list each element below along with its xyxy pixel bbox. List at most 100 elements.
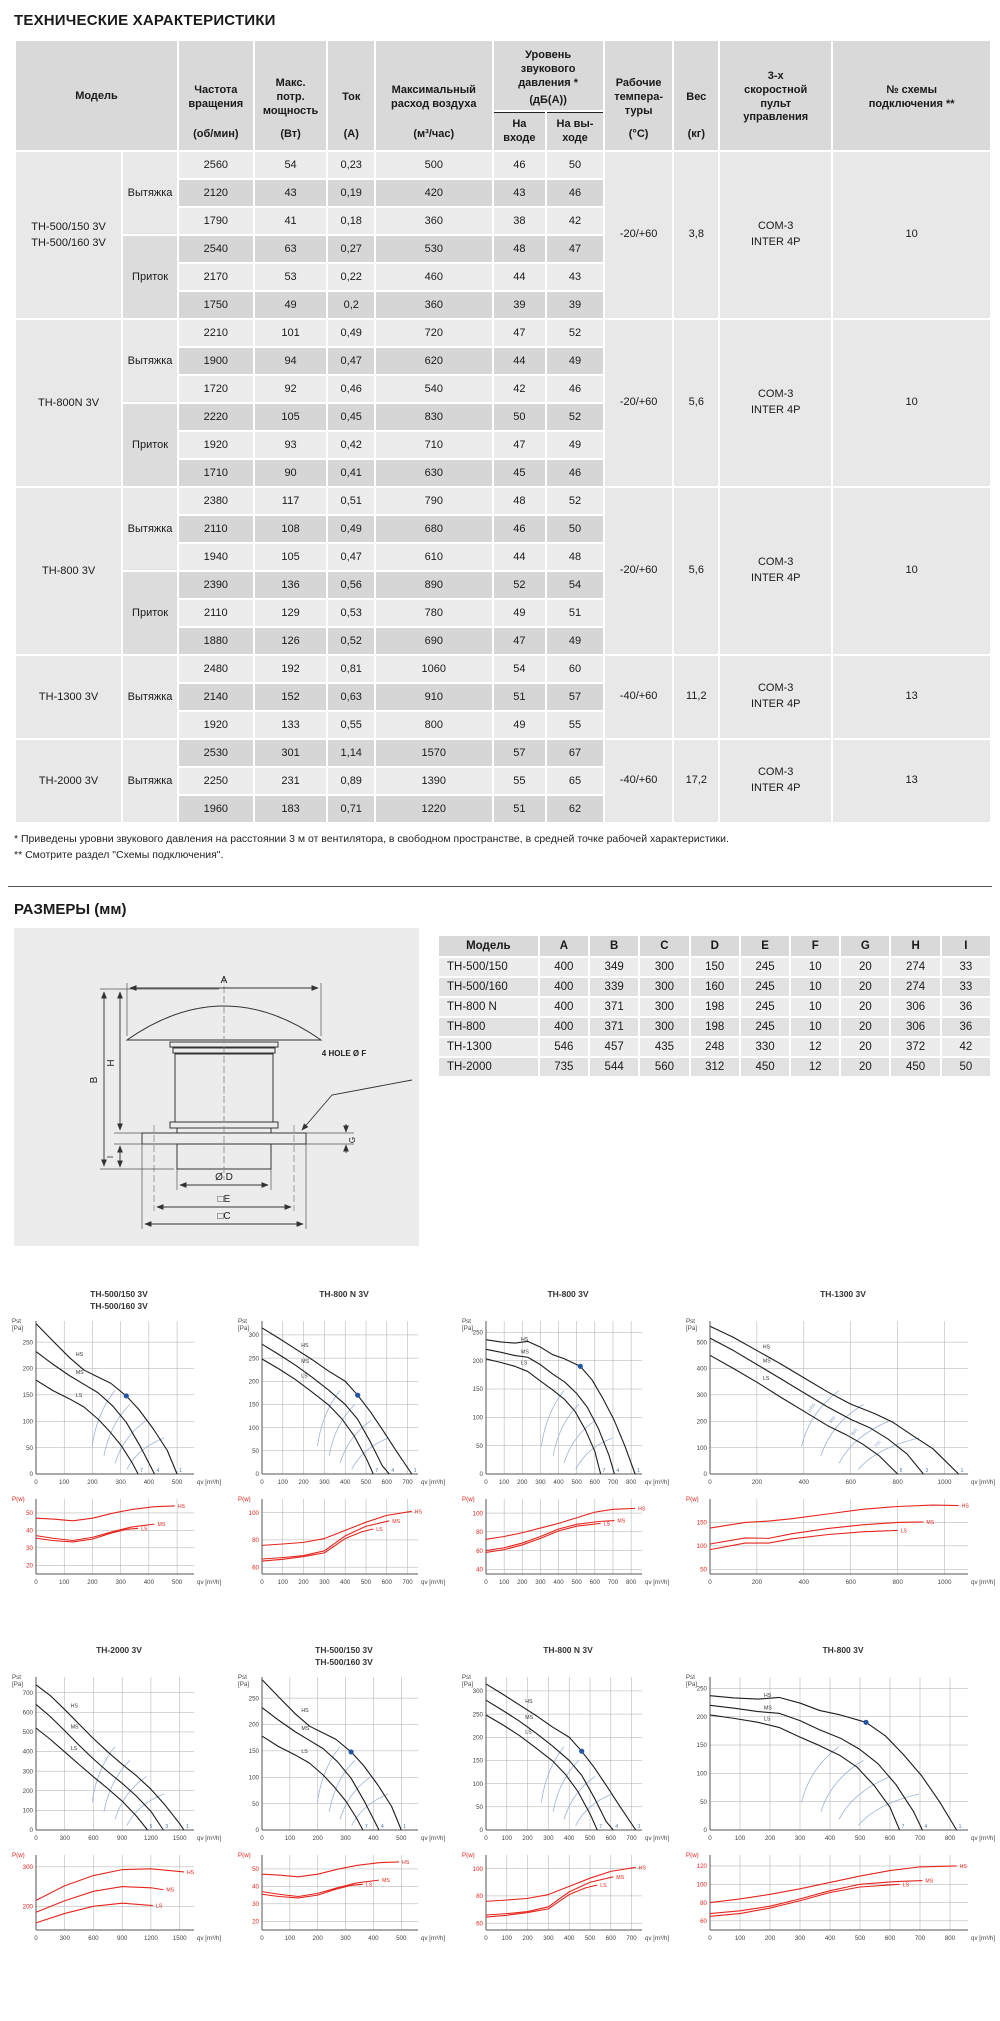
svg-text:4: 4 bbox=[381, 1824, 384, 1830]
spec-value-cell: 49 bbox=[493, 600, 546, 627]
svg-text:500: 500 bbox=[697, 1339, 708, 1346]
svg-text:0: 0 bbox=[484, 1835, 488, 1842]
svg-text:100: 100 bbox=[278, 1579, 289, 1586]
dims-row-item: TH-800 400 371 300 198 245 10 20 306 36 bbox=[439, 1017, 990, 1036]
col-header-power-unit: (Вт) bbox=[280, 128, 301, 141]
spec-value-cell: 52 bbox=[547, 320, 603, 347]
svg-text:qv [m³/h]: qv [m³/h] bbox=[197, 1579, 221, 1586]
svg-text:700: 700 bbox=[873, 1439, 882, 1448]
power-chart: 0 100 200 300 400 500 600 700 800 40 60 80 100 qv [m³… bbox=[462, 1496, 669, 1586]
svg-text:100: 100 bbox=[473, 1414, 484, 1421]
pressure-chart: 0 100 200 300 400 500 0 50 100 150 200 250 qv [m³/h]… bbox=[12, 1318, 221, 1486]
col-header-weight-unit: (кг) bbox=[687, 128, 705, 141]
spec-value-cell: 94 bbox=[254, 348, 327, 375]
svg-text:1: 1 bbox=[414, 1468, 417, 1474]
dims-value-cell: 198 bbox=[690, 997, 739, 1016]
spec-value-cell: 2540 bbox=[178, 236, 253, 263]
svg-text:200: 200 bbox=[23, 1365, 34, 1372]
svg-text:200: 200 bbox=[249, 1378, 260, 1385]
svg-text:600: 600 bbox=[885, 1835, 896, 1842]
charts-row-2: TH-2000 3V 0 300 600 900 1200 1500 0 100 200 300 40… bbox=[10, 1645, 995, 1949]
svg-text:3: 3 bbox=[165, 1824, 168, 1830]
svg-text:4: 4 bbox=[616, 1468, 619, 1474]
svg-text:200: 200 bbox=[522, 1835, 533, 1842]
svg-text:0: 0 bbox=[704, 1471, 708, 1478]
spec-table: Модель Частота вращения (об/мин) Макс. потр… bbox=[14, 39, 992, 825]
spec-value-cell: 47 bbox=[547, 236, 603, 263]
spec-value-cell: 1570 bbox=[376, 740, 492, 767]
spec-value-cell: 0,19 bbox=[328, 180, 375, 207]
svg-text:300: 300 bbox=[115, 1479, 126, 1486]
spec-value-cell: 620 bbox=[376, 348, 492, 375]
svg-text:120: 120 bbox=[697, 1863, 708, 1870]
footnote-2: ** Смотрите раздел "Схемы подключения". bbox=[14, 849, 224, 861]
svg-text:400: 400 bbox=[144, 1479, 155, 1486]
svg-text:MS: MS bbox=[926, 1520, 934, 1526]
spec-value-cell: 420 bbox=[376, 180, 492, 207]
spec-value-cell: 46 bbox=[493, 152, 546, 179]
svg-text:100: 100 bbox=[285, 1935, 296, 1942]
svg-text:0: 0 bbox=[480, 1471, 484, 1478]
svg-text:250: 250 bbox=[249, 1695, 260, 1702]
spec-value-cell: 50 bbox=[493, 404, 546, 431]
svg-text:MS: MS bbox=[764, 1705, 772, 1711]
svg-text:300: 300 bbox=[60, 1935, 71, 1942]
scheme-cell: 10 bbox=[833, 152, 990, 319]
svg-text:600: 600 bbox=[590, 1479, 601, 1486]
col-header-frequency-label: Частота вращения bbox=[188, 83, 244, 110]
svg-text:LS: LS bbox=[366, 1882, 373, 1888]
svg-text:qv [m³/h]: qv [m³/h] bbox=[197, 1835, 221, 1842]
spec-value-cell: 54 bbox=[493, 656, 546, 683]
spec-value-cell: 0,46 bbox=[328, 376, 375, 403]
spec-row: ТН-1300 3V Вытяжка 2480 192 0,81 1060 54 60 -40/… bbox=[16, 656, 990, 739]
svg-text:100: 100 bbox=[502, 1935, 513, 1942]
spec-row: ТН-2000 3V Вытяжка 2530 301 1,14 1570 57 67 -40/… bbox=[16, 740, 990, 823]
weight-cell: 3,8 bbox=[674, 152, 719, 319]
svg-text:1000: 1000 bbox=[938, 1579, 952, 1586]
svg-text:P(w): P(w) bbox=[12, 1496, 25, 1503]
spec-row: 2110 108 0,49 680 46 50 bbox=[16, 516, 990, 543]
dims-value-cell: 160 bbox=[690, 977, 739, 996]
svg-text:Pst: Pst bbox=[238, 1318, 247, 1325]
svg-text:800: 800 bbox=[892, 1579, 903, 1586]
dims-value-cell: 20 bbox=[841, 1017, 890, 1036]
svg-text:0: 0 bbox=[484, 1579, 488, 1586]
svg-text:500: 500 bbox=[396, 1935, 407, 1942]
svg-text:4: 4 bbox=[157, 1468, 160, 1474]
spec-value-cell: 47 bbox=[493, 432, 546, 459]
spec-value-cell: 800 bbox=[376, 712, 492, 739]
svg-text:LS: LS bbox=[301, 1373, 308, 1379]
page-title: ТЕХНИЧЕСКИЕ ХАРАКТЕРИСТИКИ bbox=[14, 12, 276, 29]
svg-text:200: 200 bbox=[23, 1788, 34, 1795]
dims-value-cell: 20 bbox=[841, 977, 890, 996]
spec-row: ТН-500/150 3V ТН-500/160 3V Вытяжка 2560 54… bbox=[16, 152, 990, 319]
spec-value-cell: 0,63 bbox=[328, 684, 375, 711]
spec-value-cell: 43 bbox=[254, 180, 327, 207]
dims-value-cell: 274 bbox=[891, 977, 940, 996]
scheme-cell: 10 bbox=[833, 320, 990, 487]
svg-text:100: 100 bbox=[23, 1807, 34, 1814]
svg-text:400: 400 bbox=[825, 1835, 836, 1842]
spec-value-cell: 57 bbox=[493, 740, 546, 767]
svg-text:20: 20 bbox=[252, 1918, 259, 1925]
performance-charts: TH-500/150 3V TH-500/160 3V 0 100 200 300 400… bbox=[8, 1289, 995, 1949]
svg-text:200: 200 bbox=[522, 1935, 533, 1942]
svg-text:400: 400 bbox=[340, 1479, 351, 1486]
svg-text:[Pa]: [Pa] bbox=[462, 1325, 473, 1332]
chart-group: TH-800 3V 0 100 200 300 400 500 600 700 800 0 50 100… bbox=[684, 1645, 1000, 1949]
svg-text:1: 1 bbox=[959, 1824, 962, 1830]
svg-text:0: 0 bbox=[484, 1479, 488, 1486]
svg-text:0: 0 bbox=[260, 1835, 264, 1842]
spec-value-cell: 0,71 bbox=[328, 796, 375, 823]
spec-value-cell: 50 bbox=[547, 516, 603, 543]
dims-col-header: E bbox=[740, 935, 790, 956]
dims-value-cell: 372 bbox=[891, 1037, 940, 1056]
svg-text:100: 100 bbox=[735, 1935, 746, 1942]
svg-text:LS: LS bbox=[141, 1526, 148, 1532]
svg-text:MS: MS bbox=[71, 1724, 79, 1730]
spec-value-cell: 92 bbox=[254, 376, 327, 403]
spec-value-cell: 46 bbox=[547, 180, 603, 207]
svg-text:600: 600 bbox=[382, 1479, 393, 1486]
spec-value-cell: 2220 bbox=[178, 404, 253, 431]
